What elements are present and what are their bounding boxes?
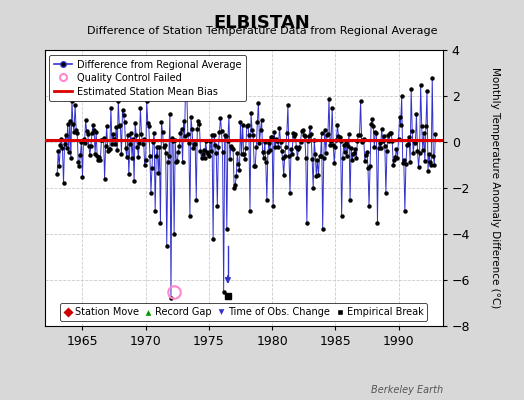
Legend: Station Move, Record Gap, Time of Obs. Change, Empirical Break: Station Move, Record Gap, Time of Obs. C… [60,303,427,321]
Y-axis label: Monthly Temperature Anomaly Difference (°C): Monthly Temperature Anomaly Difference (… [490,67,500,309]
Text: ELBISTAN: ELBISTAN [214,14,310,32]
Text: Difference of Station Temperature Data from Regional Average: Difference of Station Temperature Data f… [87,26,437,36]
Text: Berkeley Earth: Berkeley Earth [370,385,443,395]
